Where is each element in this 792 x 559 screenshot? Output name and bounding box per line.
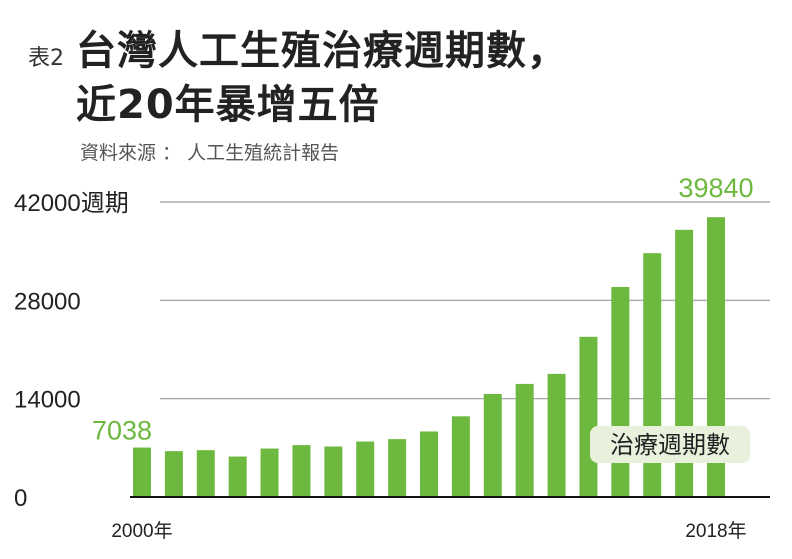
- bar-2013: [547, 373, 566, 497]
- bar-2007: [356, 441, 375, 497]
- bar-2001: [164, 451, 183, 497]
- bar-2014: [579, 336, 598, 497]
- bar-2006: [324, 446, 343, 497]
- bar-2010: [451, 416, 470, 497]
- data-label: 7038: [92, 416, 152, 446]
- y-tick-label: 28000: [14, 288, 81, 315]
- title-prefix: 表2: [28, 46, 64, 71]
- bar-2003: [228, 456, 247, 497]
- y-tick-label: 0: [14, 485, 27, 512]
- bar-2011: [483, 393, 502, 497]
- bar-2002: [196, 450, 215, 497]
- data-label: 39840: [678, 173, 753, 203]
- y-tick-label: 42000週期: [14, 190, 129, 217]
- x-tick-label: 2000年: [111, 520, 172, 542]
- bar-2015: [611, 286, 630, 497]
- bar-2005: [292, 445, 311, 497]
- y-tick-label: 14000: [14, 387, 81, 414]
- chart-title-line1: 台灣人工生殖治療週期數，: [76, 28, 568, 74]
- x-tick-label: 2018年: [685, 520, 746, 542]
- bar-2008: [388, 439, 407, 497]
- chart-title-line2: 近20年暴增五倍: [76, 82, 380, 128]
- bar-2004: [260, 448, 279, 497]
- legend-label: 治療週期數: [610, 431, 730, 459]
- source-note: 資料來源 ： 人工生殖統計報告: [80, 142, 340, 164]
- bar-2000: [133, 447, 151, 497]
- bar-2012: [515, 383, 534, 497]
- bar-2009: [420, 431, 438, 497]
- legend-box: [590, 426, 750, 463]
